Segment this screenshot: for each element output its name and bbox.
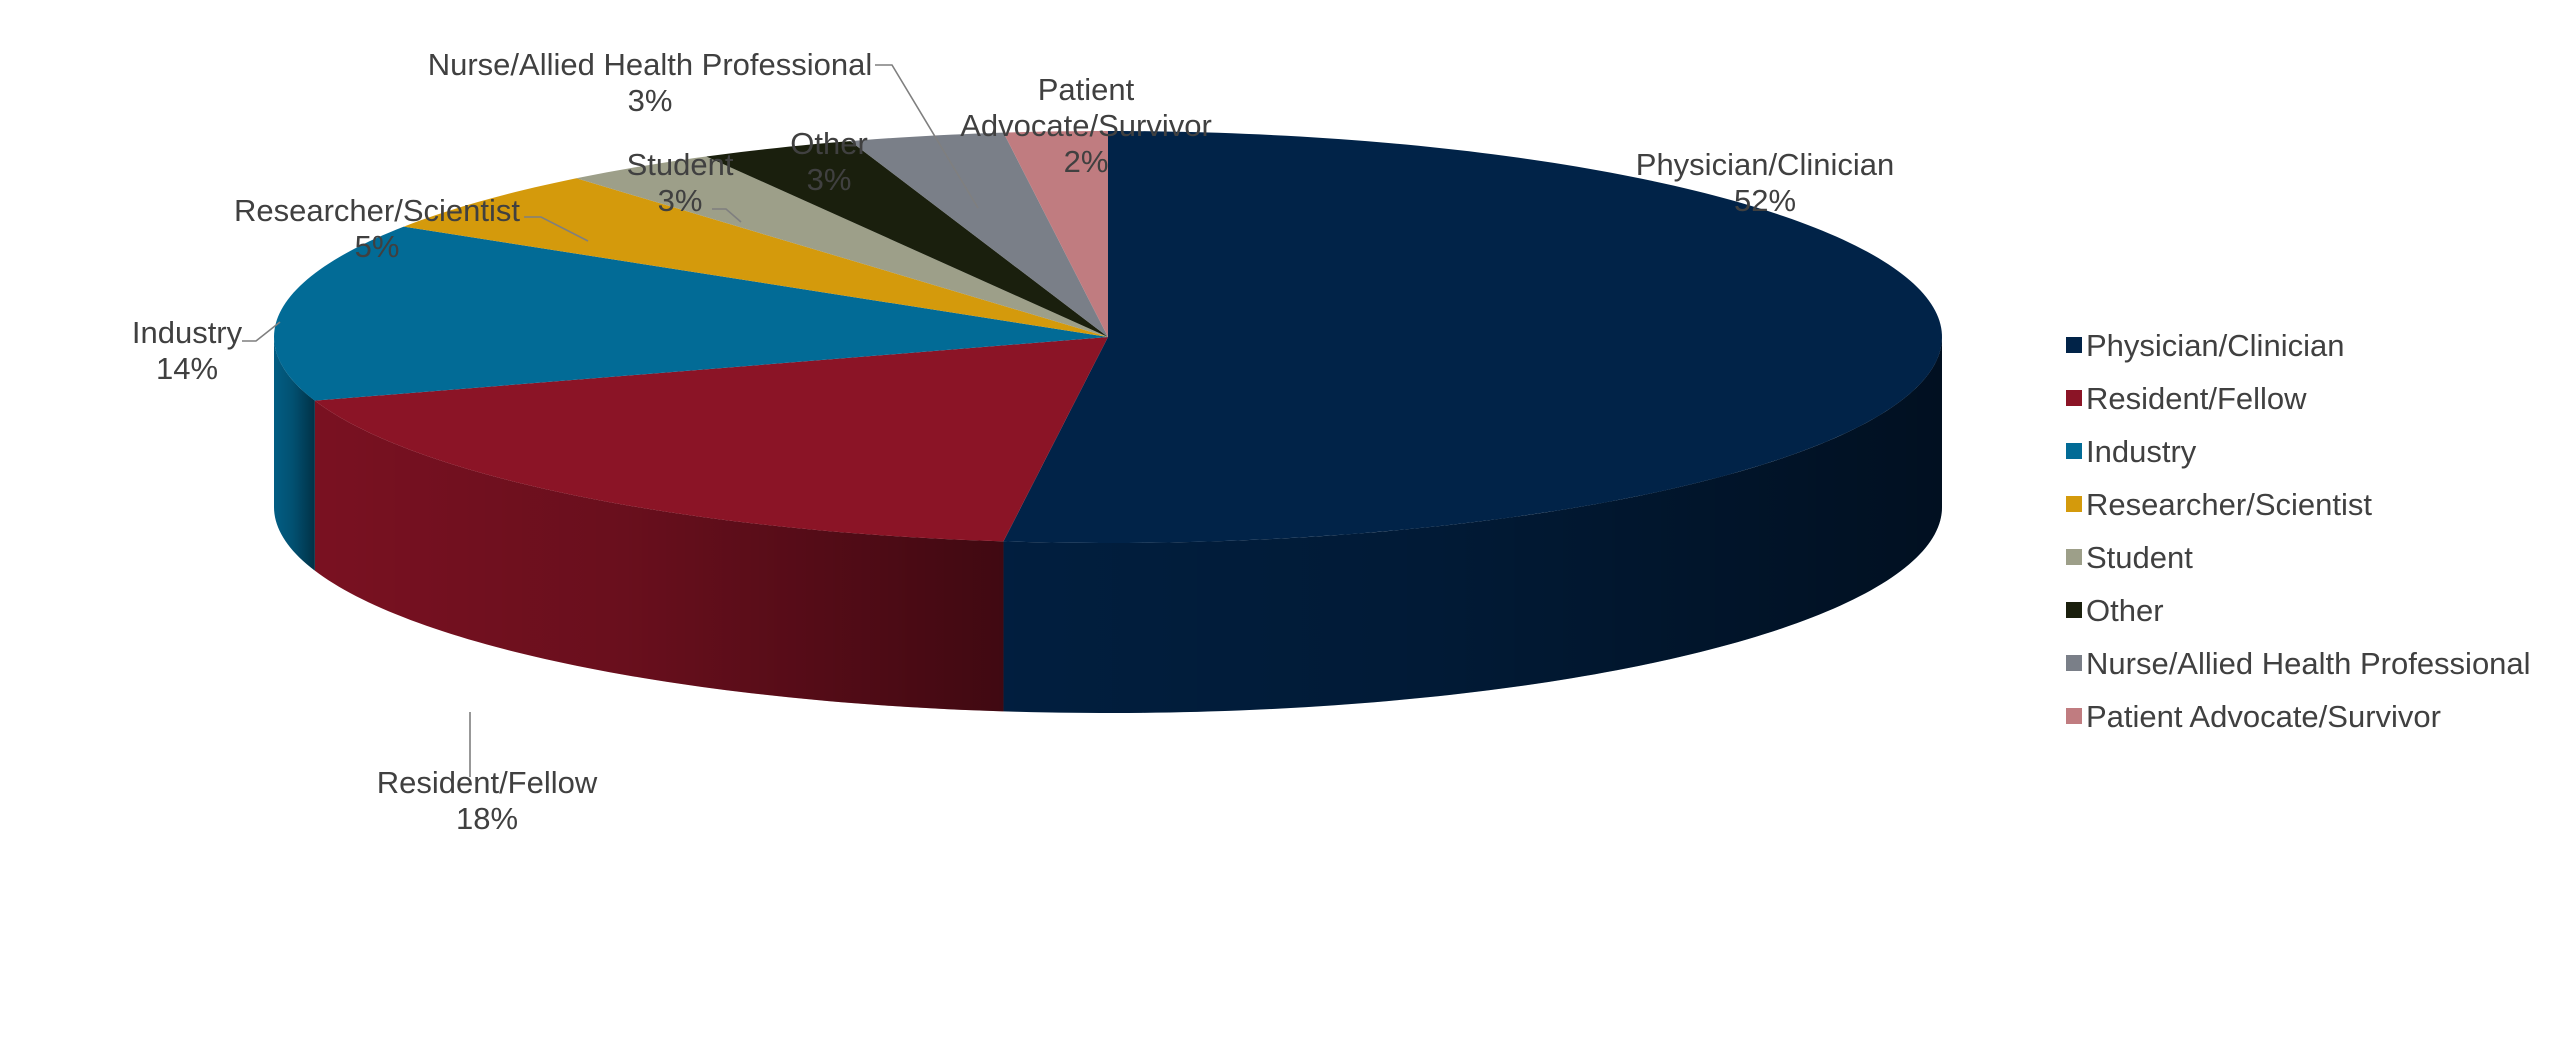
legend: Physician/Clinician Resident/Fellow Indust… <box>2066 328 2531 734</box>
slice-label-value: 3% <box>658 183 703 218</box>
legend-item: Nurse/Allied Health Professional <box>2066 646 2531 681</box>
legend-swatch <box>2066 443 2082 459</box>
leader-line-4 <box>712 208 742 223</box>
pie-top-faces <box>274 131 1942 543</box>
legend-label: Student <box>2086 540 2193 575</box>
legend-label: Other <box>2086 593 2164 628</box>
slice-top-5 <box>706 141 1108 337</box>
slice-label-value: 3% <box>628 83 673 118</box>
legend-swatch <box>2066 655 2082 671</box>
slice-label-value: 14% <box>156 351 218 386</box>
slice-top-1 <box>314 337 1108 542</box>
legend-label: Nurse/Allied Health Professional <box>2086 646 2531 681</box>
slice-label-name: Student <box>627 147 734 182</box>
slice-top-6 <box>850 132 1108 337</box>
legend-label: Industry <box>2086 434 2197 469</box>
label-leader-lines <box>242 64 979 777</box>
legend-swatch <box>2066 549 2082 565</box>
slice-label-value: 52% <box>1734 183 1796 218</box>
slice-label-name: Physician/Clinician <box>1636 147 1894 182</box>
legend-swatch <box>2066 390 2082 406</box>
legend-label: Resident/Fellow <box>2086 381 2307 416</box>
slice-top-3 <box>403 178 1109 337</box>
slice-label-value: 2% <box>1064 144 1109 179</box>
leader-line-2 <box>242 321 281 342</box>
legend-item: Student <box>2066 540 2193 575</box>
slice-top-0 <box>1003 131 1942 543</box>
legend-swatch <box>2066 337 2082 353</box>
legend-item: Resident/Fellow <box>2066 381 2307 416</box>
legend-swatch <box>2066 708 2082 724</box>
legend-swatch <box>2066 496 2082 512</box>
slice-label-name: Researcher/Scientist <box>234 193 520 228</box>
slice-side-shade-1-0 <box>314 400 1004 712</box>
legend-label: Physician/Clinician <box>2086 328 2344 363</box>
slice-label-value: 18% <box>456 801 518 836</box>
slice-label-name: Patient Advocate/Survivor <box>960 72 1212 143</box>
slice-label-name: Other <box>790 126 868 161</box>
leader-line-6 <box>875 64 979 209</box>
slice-top-7 <box>1003 131 1108 337</box>
pie-side-walls <box>274 337 1942 713</box>
slice-side-shade-2-0 <box>274 337 315 571</box>
legend-item: Researcher/Scientist <box>2066 487 2372 522</box>
legend-item: Patient Advocate/Survivor <box>2066 699 2441 734</box>
legend-label: Researcher/Scientist <box>2086 487 2372 522</box>
slice-label-name: Industry <box>132 315 243 350</box>
legend-item: Industry <box>2066 434 2197 469</box>
legend-swatch <box>2066 602 2082 618</box>
slice-label-name: Resident/Fellow <box>377 765 598 800</box>
slice-label-name: Nurse/Allied Health Professional <box>428 47 873 82</box>
legend-item: Other <box>2066 593 2164 628</box>
legend-label: Patient Advocate/Survivor <box>2086 699 2441 734</box>
legend-item: Physician/Clinician <box>2066 328 2344 363</box>
slice-top-4 <box>576 156 1108 337</box>
leader-line-3 <box>524 216 589 242</box>
slice-side-shade-0-0 <box>1003 337 1942 713</box>
slice-label-value: 3% <box>807 162 852 197</box>
slice-top-2 <box>274 226 1108 401</box>
slice-label-value: 5% <box>355 229 400 264</box>
